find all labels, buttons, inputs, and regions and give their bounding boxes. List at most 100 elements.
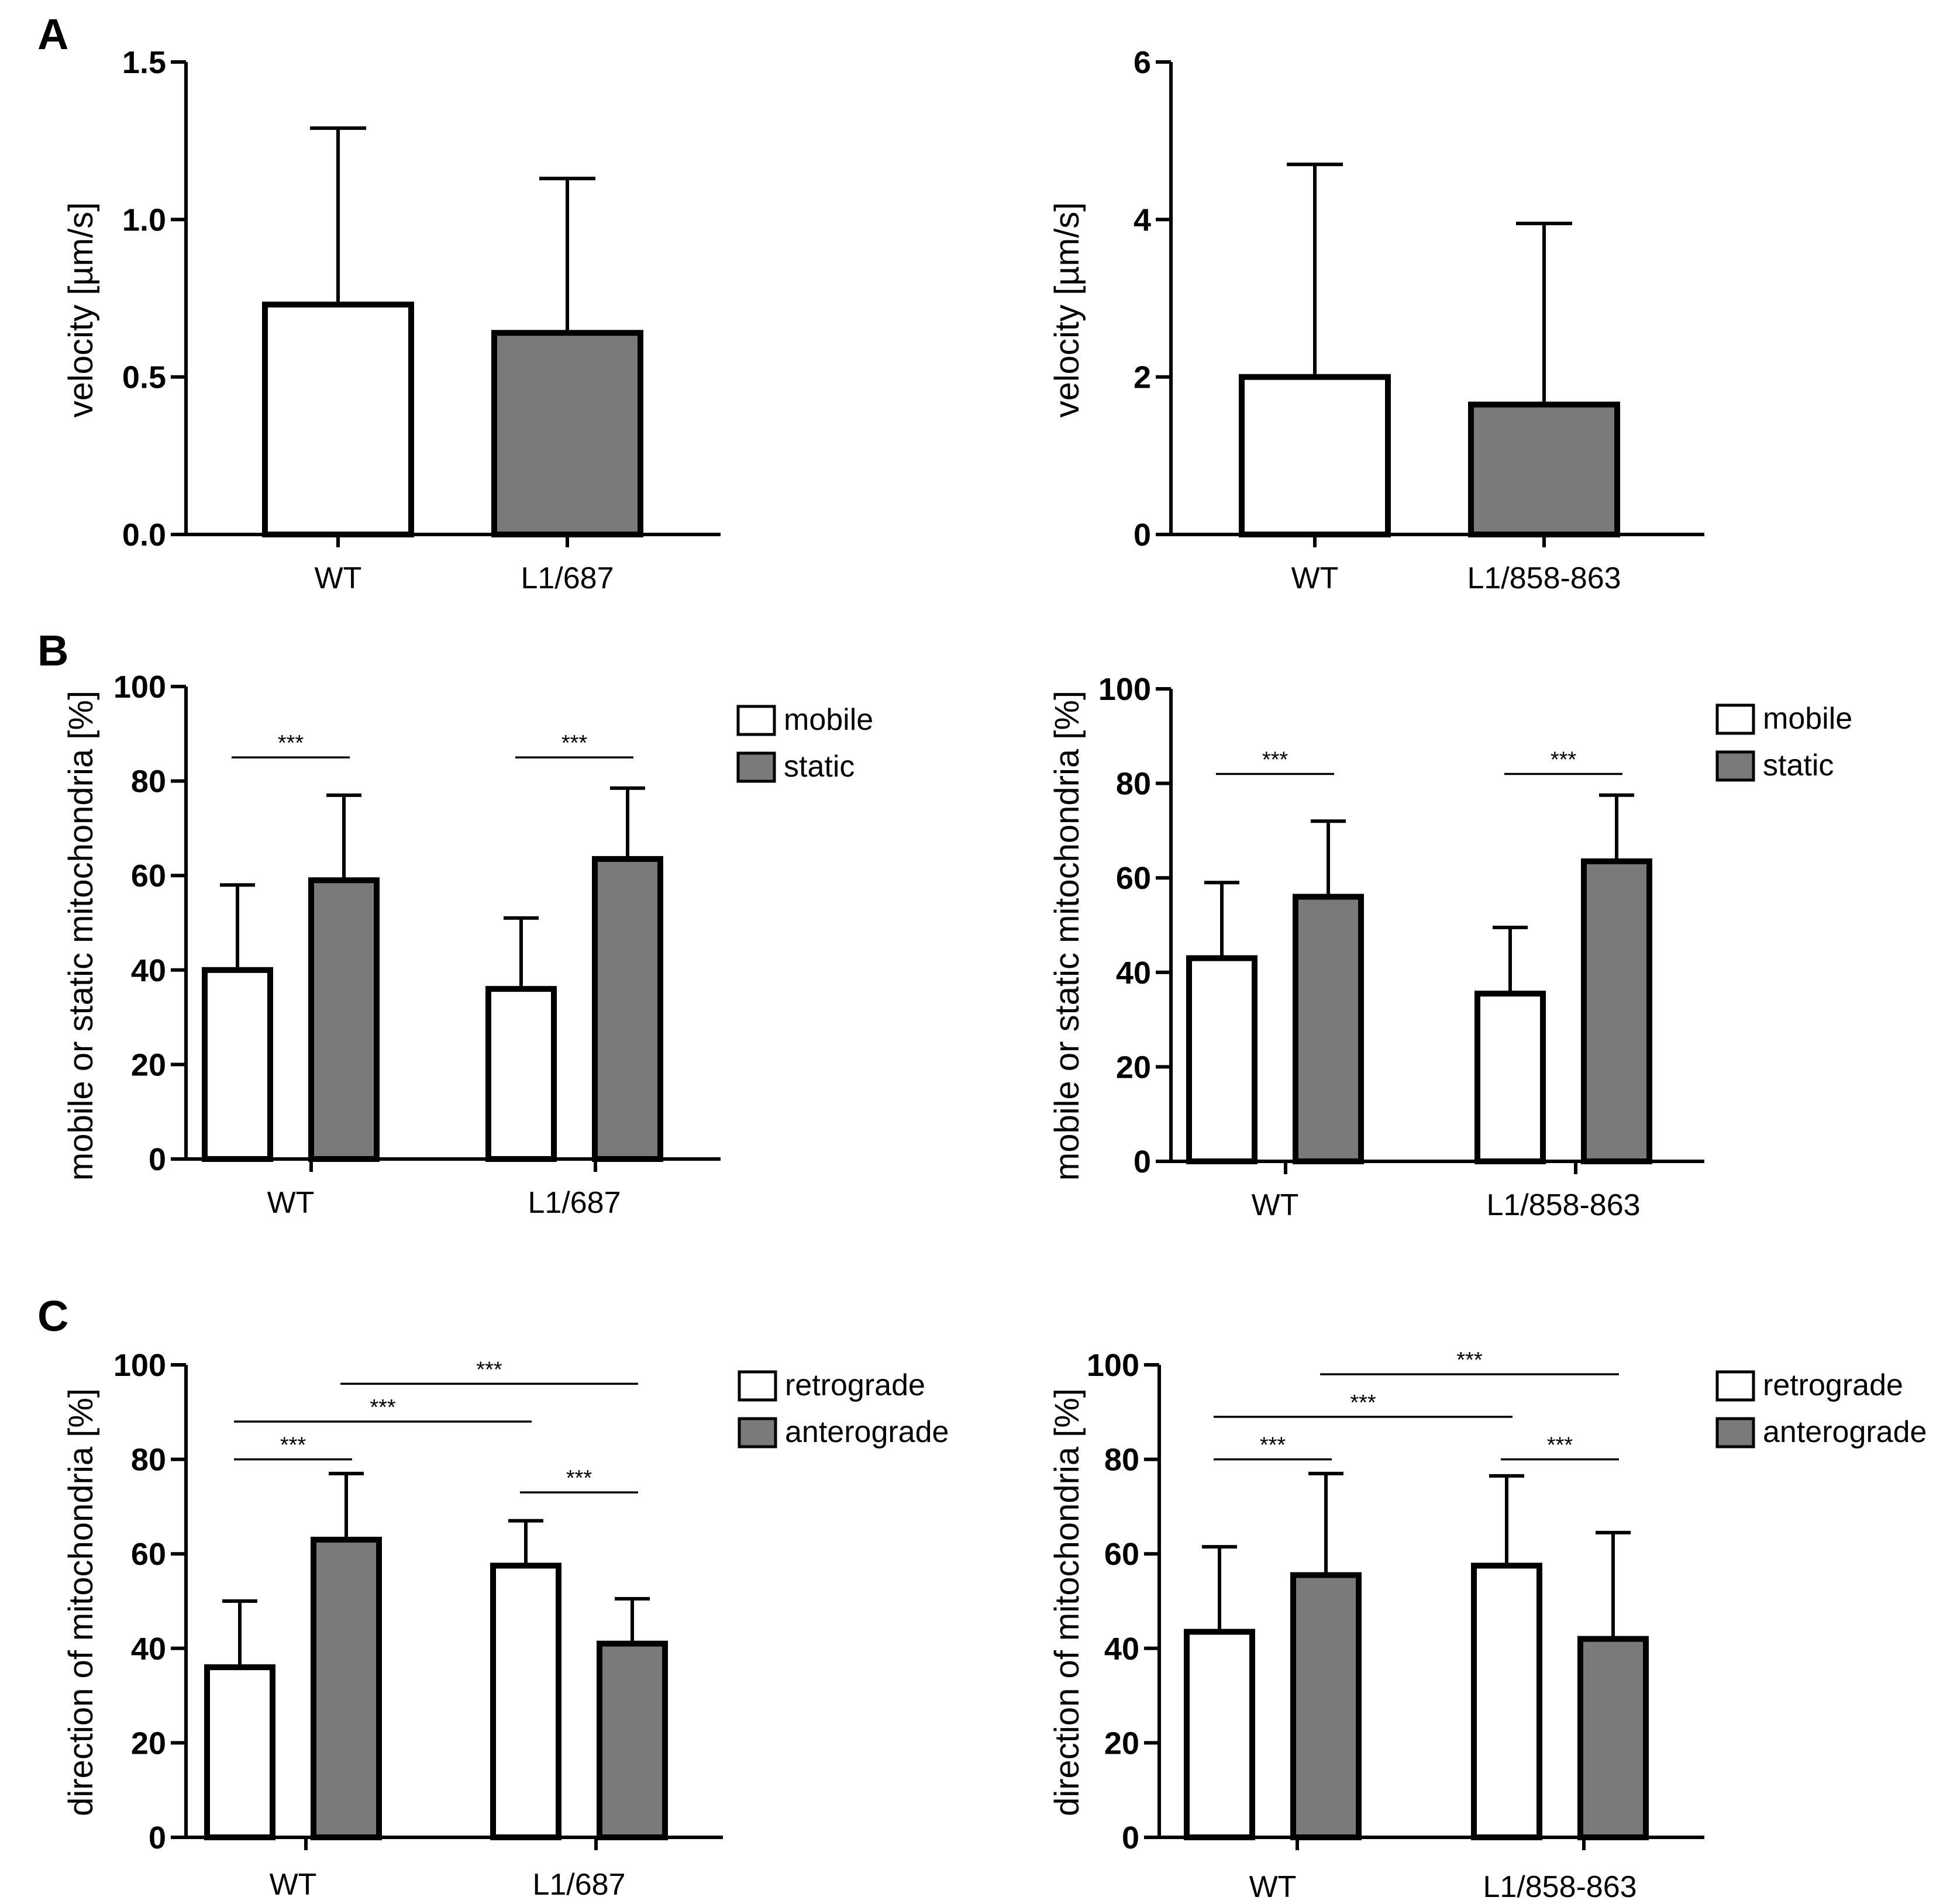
bar bbox=[1577, 1636, 1649, 1840]
significance-label: *** bbox=[1350, 1391, 1376, 1415]
x-tick-label: L1/687 bbox=[521, 561, 614, 595]
bar bbox=[485, 986, 557, 1162]
legend-label: retrograde bbox=[785, 1368, 925, 1402]
x-tick-label: WT bbox=[270, 1868, 317, 1902]
y-tick-label: 80 bbox=[1104, 1443, 1139, 1478]
y-tick-label: 80 bbox=[131, 1443, 166, 1478]
x-tick-label: WT bbox=[1291, 561, 1339, 595]
legend-swatch bbox=[1715, 703, 1755, 735]
legend-swatch bbox=[738, 1417, 777, 1448]
y-tick-label: 20 bbox=[131, 1726, 166, 1761]
y-tick-label: 100 bbox=[113, 1348, 166, 1383]
y-tick-label: 40 bbox=[131, 953, 166, 988]
y-axis-label: mobile or static mitochondria [%] bbox=[62, 691, 100, 1181]
significance-label: *** bbox=[278, 731, 304, 756]
significance-label: *** bbox=[561, 731, 588, 756]
y-axis-label: direction of mitochondria [%] bbox=[62, 1388, 100, 1816]
legend-swatch bbox=[1715, 1370, 1755, 1402]
y-axis-label: direction of mitochondria [%] bbox=[1048, 1388, 1086, 1816]
bar bbox=[491, 330, 643, 538]
y-tick-label: 20 bbox=[1116, 1050, 1151, 1085]
significance-label: *** bbox=[1260, 1433, 1286, 1458]
y-axis-label: mobile or static mitochondria [%] bbox=[1048, 691, 1086, 1181]
y-tick-label: 0.5 bbox=[122, 360, 166, 395]
bar bbox=[1293, 894, 1364, 1165]
y-tick-label: 100 bbox=[113, 670, 166, 705]
y-tick-label: 6 bbox=[1134, 45, 1151, 80]
x-tick-label: L1/858-863 bbox=[1486, 1188, 1640, 1222]
x-tick-label: WT bbox=[267, 1186, 315, 1220]
bar bbox=[1239, 374, 1391, 538]
legend-swatch bbox=[738, 1370, 777, 1402]
bar bbox=[1186, 955, 1257, 1165]
bar bbox=[490, 1562, 561, 1840]
y-tick-label: 0 bbox=[149, 1820, 166, 1855]
legend-swatch bbox=[1715, 750, 1755, 782]
y-tick-label: 100 bbox=[1087, 1348, 1139, 1383]
x-tick-label: WT bbox=[1252, 1188, 1299, 1222]
bar bbox=[597, 1640, 668, 1840]
y-tick-label: 2 bbox=[1134, 360, 1151, 395]
x-tick-label: L1/858-863 bbox=[1483, 1870, 1637, 1904]
y-tick-label: 0 bbox=[1134, 1144, 1151, 1179]
y-tick-label: 20 bbox=[131, 1047, 166, 1082]
legend-label: retrograde bbox=[1763, 1368, 1903, 1402]
charts-layer: 0.0 0.5 1.0 1.5 velocity [µm/s] WT L1/687 0 2 4 6 v… bbox=[62, 45, 1927, 1904]
bar bbox=[1474, 991, 1546, 1165]
y-tick-label: 60 bbox=[1104, 1537, 1139, 1572]
y-tick-label: 40 bbox=[1104, 1631, 1139, 1667]
significance-label: *** bbox=[566, 1466, 592, 1491]
y-tick-label: 0 bbox=[1134, 518, 1151, 553]
y-tick-label: 0.0 bbox=[122, 518, 166, 553]
y-tick-label: 1.5 bbox=[122, 45, 166, 80]
chart-a-left: 0.0 0.5 1.0 1.5 velocity [µm/s] WT L1/687 bbox=[62, 45, 721, 595]
y-tick-label: 0 bbox=[149, 1142, 166, 1177]
bar bbox=[262, 301, 414, 537]
panel-letter-c: C bbox=[37, 1292, 68, 1340]
significance-label: *** bbox=[1551, 747, 1577, 772]
y-tick-label: 100 bbox=[1098, 672, 1151, 707]
y-tick-label: 1.0 bbox=[122, 202, 166, 237]
y-axis-label: velocity [µm/s] bbox=[1048, 202, 1086, 418]
y-tick-label: 60 bbox=[1116, 861, 1151, 896]
y-tick-label: 20 bbox=[1104, 1726, 1139, 1761]
y-tick-label: 80 bbox=[1116, 767, 1151, 802]
bar bbox=[202, 967, 273, 1163]
y-tick-label: 40 bbox=[131, 1631, 166, 1667]
significance-label: *** bbox=[280, 1433, 306, 1458]
legend-label: mobile bbox=[1763, 702, 1852, 736]
y-tick-label: 60 bbox=[131, 858, 166, 894]
chart-b-left: 0 20 40 60 80 100 mobile or static mitochondri… bbox=[62, 670, 873, 1220]
bar bbox=[1184, 1629, 1255, 1841]
chart-b-right: 0 20 40 60 80 100 mobile or static mitochondri… bbox=[1048, 672, 1852, 1222]
panel-letter-a: A bbox=[37, 10, 68, 58]
bar bbox=[311, 1536, 382, 1840]
x-tick-label: L1/687 bbox=[532, 1868, 625, 1902]
significance-label: *** bbox=[1547, 1433, 1573, 1458]
chart-a-right: 0 2 4 6 velocity [µm/s] WT L1/858-863 bbox=[1048, 45, 1704, 595]
y-tick-label: 0 bbox=[1122, 1820, 1139, 1855]
bar bbox=[204, 1664, 275, 1841]
x-tick-label: WT bbox=[1249, 1870, 1297, 1904]
x-tick-label: L1/858-863 bbox=[1467, 561, 1621, 595]
x-tick-label: WT bbox=[315, 561, 362, 595]
y-tick-label: 40 bbox=[1116, 956, 1151, 991]
legend-label: static bbox=[784, 750, 855, 784]
y-tick-label: 4 bbox=[1134, 202, 1151, 237]
legend-label: mobile bbox=[784, 703, 873, 737]
significance-label: *** bbox=[370, 1395, 396, 1420]
panel-letter-b: B bbox=[37, 626, 68, 675]
bar bbox=[1581, 858, 1652, 1165]
significance-label: *** bbox=[1456, 1348, 1483, 1372]
legend-swatch bbox=[1715, 1417, 1755, 1448]
chart-c-left: 0 20 40 60 80 100 direction of mitochondria [%… bbox=[62, 1348, 949, 1902]
legend-swatch bbox=[736, 705, 776, 736]
legend-swatch bbox=[736, 751, 776, 783]
legend-label: anterograde bbox=[785, 1415, 949, 1449]
y-axis-label: velocity [µm/s] bbox=[62, 202, 100, 418]
bar bbox=[1471, 1562, 1542, 1840]
bar bbox=[1468, 401, 1620, 537]
y-tick-label: 60 bbox=[131, 1537, 166, 1572]
